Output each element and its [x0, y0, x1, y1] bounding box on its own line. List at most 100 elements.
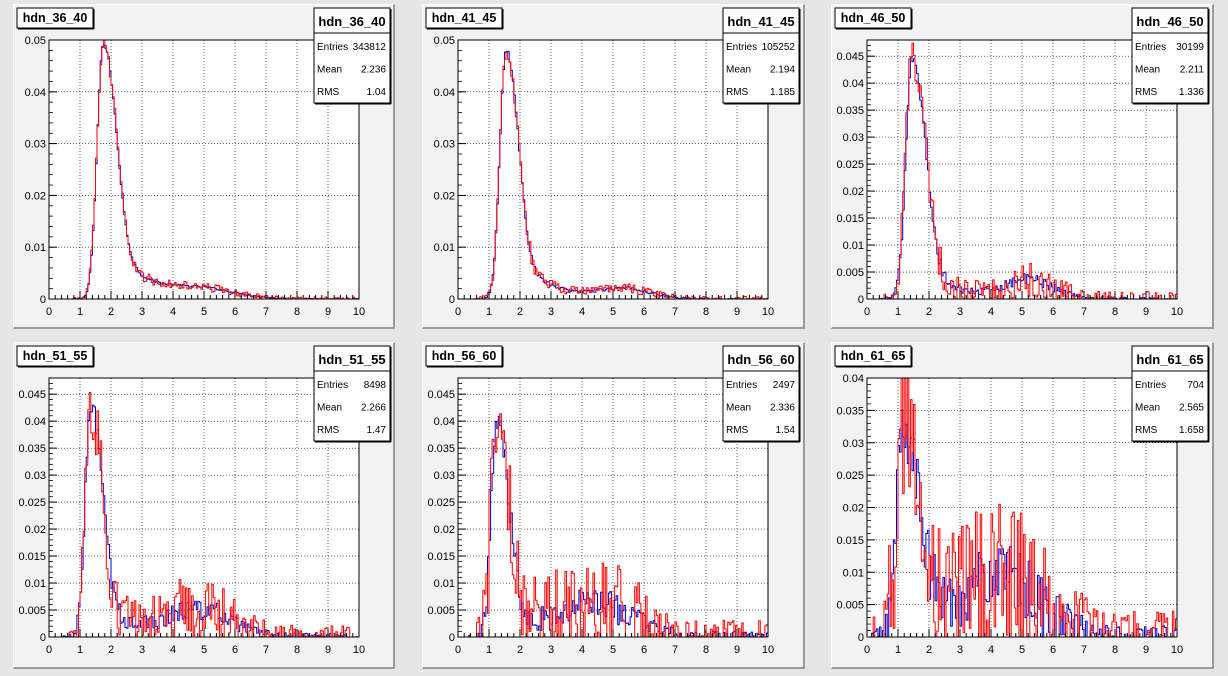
stats-title: hdn_46_50 [1136, 14, 1203, 29]
stats-mean-label: Mean [317, 65, 342, 76]
x-tick-label: 7 [263, 306, 269, 318]
x-tick-label: 1 [486, 306, 492, 318]
x-tick-label: 0 [46, 306, 52, 318]
stats-box-frame [722, 7, 800, 104]
stats-rms-value: 1.54 [776, 425, 796, 436]
stats-box-frame [313, 7, 391, 104]
y-tick-label: 0.03 [25, 139, 46, 151]
x-tick-label: 10 [1171, 644, 1183, 656]
stats-entries-value: 8498 [364, 380, 387, 391]
stats-entries-label: Entries [317, 380, 348, 391]
series-red-histogram [49, 39, 359, 300]
stats-entries-value: 105252 [762, 42, 796, 53]
stats-box: hdn_46_50 Entries 30199 Mean 2.211 RMS 1.336 [1131, 7, 1210, 105]
histogram-title-text: hdn_56_60 [432, 349, 497, 363]
stats-box: hdn_56_60 Entries 2497 Mean 2.336 RMS 1.54 [722, 345, 801, 443]
y-tick-label: 0.04 [843, 373, 864, 385]
y-tick-label: 0.01 [843, 240, 864, 252]
stats-title: hdn_56_60 [727, 352, 794, 367]
x-tick-label: 8 [703, 306, 709, 318]
y-tick-label: 0.05 [25, 35, 46, 47]
x-tick-label: 2 [517, 644, 523, 656]
x-tick-label: 4 [170, 644, 176, 656]
y-tick-label: 0.035 [18, 443, 46, 455]
y-tick-label: 0.04 [25, 87, 46, 99]
x-tick-label: 7 [263, 644, 269, 656]
histogram-pad-4: 0 1 2 3 4 5 6 7 8 9 10 0 0.005 0.01 0.015 0.02 0.025 0.03… [13, 342, 395, 669]
stats-mean-value: 2.336 [770, 403, 795, 414]
x-axis: 0 1 2 3 4 5 6 7 8 9 10 [455, 629, 774, 656]
y-tick-label: 0.015 [836, 535, 864, 547]
histogram-title-text: hdn_46_50 [841, 11, 906, 25]
histogram-title-text: hdn_51_55 [23, 349, 88, 363]
stats-mean-label: Mean [726, 403, 751, 414]
x-tick-label: 1 [77, 644, 83, 656]
histogram-title: hdn_56_60 [425, 345, 504, 368]
x-axis: 0 1 2 3 4 5 6 7 8 9 10 [864, 291, 1183, 318]
series-red-histogram [49, 392, 359, 638]
x-axis: 0 1 2 3 4 5 6 7 8 9 10 [46, 629, 365, 656]
x-tick-label: 9 [1143, 644, 1149, 656]
y-tick-label: 0.025 [18, 497, 46, 509]
histogram-title: hdn_51_55 [16, 345, 95, 368]
x-tick-label: 10 [762, 306, 774, 318]
y-tick-label: 0.02 [434, 524, 455, 536]
stats-mean-value: 2.266 [361, 403, 386, 414]
histogram-title: hdn_41_45 [425, 7, 504, 30]
x-tick-label: 0 [455, 644, 461, 656]
y-tick-label: 0.005 [836, 267, 864, 279]
x-tick-label: 2 [926, 644, 932, 656]
x-tick-label: 5 [610, 306, 616, 318]
x-tick-label: 7 [672, 644, 678, 656]
stats-rms-label: RMS [726, 425, 749, 436]
stats-entries-label: Entries [1135, 380, 1166, 391]
x-tick-label: 9 [325, 644, 331, 656]
stats-box: hdn_36_40 Entries 343812 Mean 2.236 RMS 1.04 [313, 7, 392, 105]
stats-entries-label: Entries [1135, 42, 1166, 53]
y-axis: 0 0.01 0.02 0.03 0.04 0.05 [25, 35, 57, 306]
x-tick-label: 3 [957, 306, 963, 318]
x-tick-label: 0 [864, 644, 870, 656]
histogram-svg: 0 1 2 3 4 5 6 7 8 9 10 0 0.005 0.01 0.015 0.02 0.025 0.03… [425, 345, 801, 656]
stats-box: hdn_51_55 Entries 8498 Mean 2.266 RMS 1.47 [313, 345, 392, 443]
x-tick-label: 3 [548, 306, 554, 318]
y-axis: 0 0.005 0.01 0.015 0.02 0.025 0.03 0.035 0.04 0.0… [836, 39, 875, 306]
x-tick-label: 1 [895, 306, 901, 318]
y-tick-label: 0.045 [836, 51, 864, 63]
x-tick-label: 4 [988, 306, 994, 318]
stats-rms-value: 1.185 [770, 87, 795, 98]
y-tick-label: 0.01 [25, 578, 46, 590]
x-tick-label: 0 [46, 644, 52, 656]
stats-rms-label: RMS [317, 425, 340, 436]
x-tick-label: 8 [1112, 644, 1118, 656]
y-tick-label: 0.05 [434, 35, 455, 47]
x-tick-label: 6 [232, 644, 238, 656]
stats-rms-value: 1.658 [1179, 425, 1204, 436]
y-tick-label: 0.04 [434, 87, 455, 99]
stats-entries-value: 704 [1187, 380, 1204, 391]
x-tick-label: 4 [579, 644, 585, 656]
x-tick-label: 6 [641, 644, 647, 656]
x-tick-label: 8 [294, 306, 300, 318]
histogram-title-text: hdn_36_40 [23, 11, 88, 25]
stats-title: hdn_41_45 [727, 14, 794, 29]
x-tick-label: 6 [232, 306, 238, 318]
stats-rms-label: RMS [317, 87, 340, 98]
x-tick-label: 5 [610, 644, 616, 656]
stats-entries-value: 343812 [353, 42, 387, 53]
x-tick-label: 2 [108, 306, 114, 318]
y-tick-label: 0.04 [843, 78, 864, 90]
x-tick-label: 5 [1019, 644, 1025, 656]
y-tick-label: 0.045 [427, 389, 455, 401]
y-tick-label: 0.015 [18, 551, 46, 563]
stats-rms-value: 1.47 [367, 425, 387, 436]
x-tick-label: 2 [108, 644, 114, 656]
y-tick-label: 0 [858, 294, 864, 306]
y-tick-label: 0.01 [434, 242, 455, 254]
histogram-svg: 0 1 2 3 4 5 6 7 8 9 10 0 0.01 0.02 0.03 0.04 0.05 hdn_41_… [425, 7, 801, 318]
y-tick-label: 0.02 [843, 503, 864, 515]
x-tick-label: 2 [926, 306, 932, 318]
x-tick-label: 1 [486, 644, 492, 656]
y-tick-label: 0.01 [843, 567, 864, 579]
y-tick-label: 0.02 [434, 190, 455, 202]
